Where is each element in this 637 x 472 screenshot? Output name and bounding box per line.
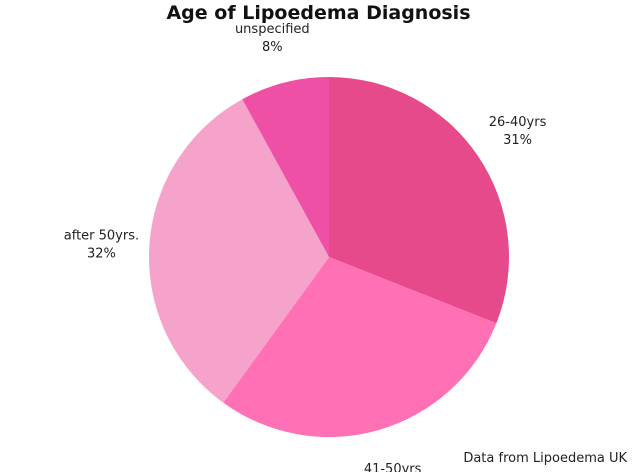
slice-label-unspecified: unspecified xyxy=(235,22,310,37)
source-note: Data from Lipoedema UK xyxy=(463,451,627,466)
pie-slice-41-50yrs xyxy=(223,257,497,437)
pie-slice-after-50yrs xyxy=(148,99,329,403)
pie-slices xyxy=(148,77,509,437)
slice-label-26-40yrs: 26-40yrs xyxy=(489,115,547,130)
slice-value-26-40yrs: 31% xyxy=(503,133,532,148)
chart-title: Age of Lipoedema Diagnosis xyxy=(166,2,471,24)
slice-value-unspecified: 8% xyxy=(262,40,283,55)
pie-slice-26-40yrs xyxy=(329,77,509,324)
slice-label-after-50yrs: after 50yrs. xyxy=(64,229,139,244)
pie-slice-unspecified xyxy=(242,77,329,257)
slice-label-41-50yrs: 41-50yrs xyxy=(364,462,422,472)
slice-value-after-50yrs: 32% xyxy=(87,247,116,262)
